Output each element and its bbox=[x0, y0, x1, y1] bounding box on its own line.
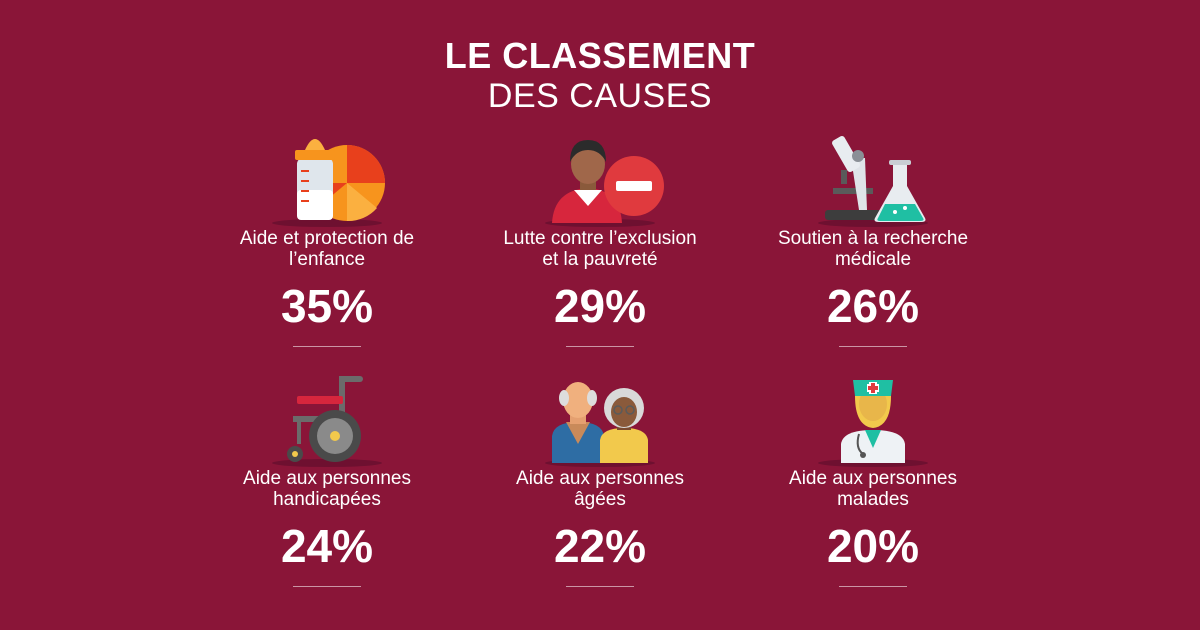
divider bbox=[293, 586, 361, 587]
cause-percent: 29% bbox=[553, 280, 647, 332]
microscope-flask-icon bbox=[818, 136, 928, 227]
title-line-1: LE CLASSEMENT bbox=[444, 35, 756, 76]
cause-card-sick-persons: Aide aux personnes malades 20% bbox=[713, 368, 1033, 587]
cause-label: Aide et protection de l’enfance bbox=[239, 228, 415, 270]
title-line-2: DES CAUSES bbox=[487, 77, 713, 115]
divider bbox=[566, 586, 634, 587]
cause-percent: 35% bbox=[280, 280, 374, 332]
cause-card-exclusion-poverty: Lutte contre l’exclusion et la pauvreté … bbox=[440, 128, 760, 347]
cause-label: Lutte contre l’exclusion et la pauvreté bbox=[503, 228, 697, 270]
divider bbox=[566, 346, 634, 347]
cause-label: Aide aux personnes âgées bbox=[516, 468, 684, 510]
cause-percent: 26% bbox=[826, 280, 920, 332]
baby-bottle-ball-icon bbox=[272, 139, 385, 227]
divider bbox=[839, 586, 907, 587]
divider bbox=[839, 346, 907, 347]
wheelchair-icon bbox=[272, 376, 382, 467]
elderly-couple-icon bbox=[545, 382, 655, 467]
cause-percent: 20% bbox=[826, 520, 920, 572]
cause-label: Aide aux personnes handicapées bbox=[243, 468, 411, 510]
cause-percent: 22% bbox=[553, 520, 647, 572]
person-minus-icon bbox=[545, 140, 664, 227]
cause-card-child-protection: Aide et protection de l’enfance 35% bbox=[167, 128, 487, 347]
page-title: LE CLASSEMENT DES CAUSES bbox=[0, 36, 1200, 116]
cause-label: Soutien à la recherche médicale bbox=[777, 228, 969, 270]
cause-label: Aide aux personnes malades bbox=[789, 468, 957, 510]
cause-percent: 24% bbox=[280, 520, 374, 572]
nurse-icon bbox=[818, 380, 928, 467]
cause-card-elderly-persons: Aide aux personnes âgées 22% bbox=[440, 368, 760, 587]
divider bbox=[293, 346, 361, 347]
cause-card-medical-research: Soutien à la recherche médicale 26% bbox=[713, 128, 1033, 347]
cause-card-disabled-persons: Aide aux personnes handicapées 24% bbox=[167, 368, 487, 587]
